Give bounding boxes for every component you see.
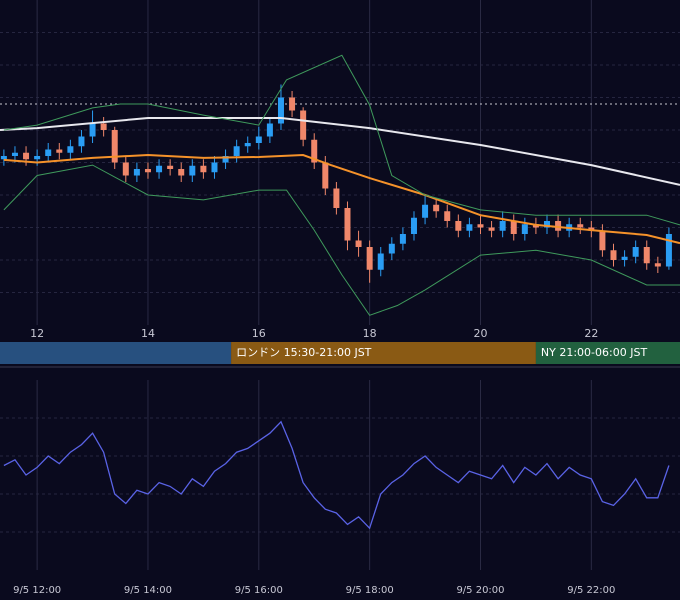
candle-body: [388, 243, 395, 254]
session-label: NY 21:00-06:00 JST: [541, 346, 648, 359]
candle-body: [133, 169, 140, 176]
x-tick-label: 9/5 16:00: [235, 585, 283, 596]
x-tick-label: 9/5 14:00: [124, 585, 172, 596]
candle-body: [322, 162, 329, 189]
candle-body: [289, 97, 296, 111]
candle-body: [0, 156, 7, 160]
candle-body: [67, 146, 74, 153]
candle-body: [510, 221, 517, 234]
x-tick-label: 20: [473, 327, 487, 340]
candle-body: [178, 169, 185, 176]
candle-body: [333, 188, 340, 208]
candle-body: [355, 240, 362, 247]
candle-body: [488, 227, 495, 231]
candle-body: [577, 224, 584, 228]
x-tick-label: 16: [252, 327, 266, 340]
candle-body: [555, 221, 562, 231]
session-segment: [535, 342, 680, 364]
session-segment: [231, 342, 536, 364]
session-bar: ロンドン 15:30-21:00 JST NY 21:00-06:00 JST: [0, 342, 680, 364]
rsi-line: [3, 420, 670, 530]
candle-body: [455, 221, 462, 231]
candle-body: [200, 165, 207, 173]
x-tick-label: 14: [141, 327, 155, 340]
candle-body: [167, 165, 174, 169]
indicator-line: [3, 153, 680, 245]
candle-body: [23, 152, 30, 160]
candle-body: [477, 224, 484, 228]
candle-body: [211, 162, 218, 173]
indicator-line: [3, 54, 680, 226]
candle-body: [422, 204, 429, 218]
candle-body: [45, 149, 52, 156]
indicator-line: [3, 164, 680, 316]
candle-body: [521, 224, 528, 234]
candle-body: [654, 263, 661, 267]
candle-body: [222, 156, 229, 163]
candle-body: [277, 97, 284, 124]
indicator-line: [0, 117, 680, 186]
session-segment: [0, 342, 232, 364]
candle-body: [111, 130, 118, 163]
x-tick-label: 9/5 22:00: [567, 585, 615, 596]
candle-body: [266, 123, 273, 137]
x-tick-label: 9/5 20:00: [456, 585, 504, 596]
candle-body: [244, 143, 251, 147]
candle-body: [632, 247, 639, 257]
candle-body: [377, 253, 384, 270]
candle-body: [144, 169, 151, 173]
candle-body: [543, 221, 550, 228]
candle-body: [410, 217, 417, 234]
x-tick-label: 12: [30, 327, 44, 340]
candle-body: [643, 247, 650, 264]
candle-body: [122, 162, 129, 176]
candle-body: [56, 149, 63, 153]
candle-body: [34, 156, 41, 160]
candle-body: [189, 165, 196, 176]
x-tick-label: 18: [363, 327, 377, 340]
candle-body: [300, 110, 307, 140]
candle-body: [366, 247, 373, 270]
candle-body: [433, 204, 440, 212]
candle-body: [11, 152, 18, 156]
x-tick-label: 9/5 18:00: [346, 585, 394, 596]
candle-body: [156, 165, 163, 173]
candle-body: [233, 146, 240, 156]
candle-body: [89, 123, 96, 137]
candle-body: [466, 224, 473, 231]
candle-body: [100, 123, 107, 130]
candle-body: [255, 136, 262, 143]
x-tick-label: 22: [584, 327, 598, 340]
candle-body: [78, 136, 85, 147]
candle-body: [665, 234, 672, 267]
candle-body: [610, 250, 617, 260]
candle-body: [621, 256, 628, 260]
candle-body: [499, 221, 506, 231]
x-tick-label: 9/5 12:00: [13, 585, 61, 596]
candle-body: [599, 230, 606, 251]
session-label: ロンドン 15:30-21:00 JST: [236, 346, 372, 359]
candle-body: [399, 234, 406, 244]
candle-body: [311, 139, 318, 163]
candle-body: [444, 211, 451, 221]
candle-body: [344, 208, 351, 241]
